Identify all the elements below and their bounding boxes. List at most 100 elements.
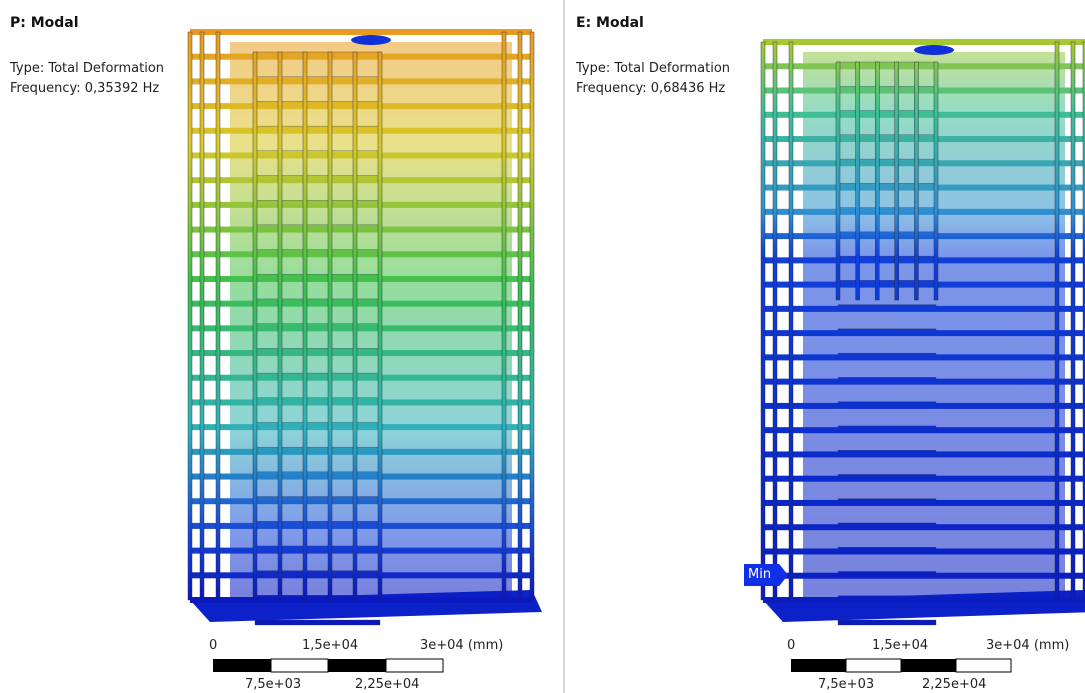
floor-slab [763, 572, 1085, 579]
floor-slab [763, 402, 1085, 409]
floor-slab [763, 548, 1085, 555]
scale-segment [955, 658, 1012, 673]
panel-title: P: Modal [10, 15, 79, 31]
column [875, 61, 880, 301]
floor-slab [190, 522, 532, 529]
column [517, 31, 523, 601]
column [327, 51, 333, 601]
scale-label: 1,5e+04 [302, 638, 359, 653]
column [187, 31, 193, 601]
panel-title: E: Modal [576, 15, 644, 31]
floor-slab [763, 63, 1085, 70]
result-type: Type: Total Deformation [10, 61, 165, 76]
column [352, 51, 358, 601]
divider [563, 0, 565, 693]
floor-slab [190, 572, 532, 579]
column [529, 31, 535, 601]
floor-slab [763, 330, 1085, 337]
building [760, 39, 1085, 626]
floor-slab [763, 524, 1085, 531]
floor-slab [763, 597, 1085, 603]
floor-slab [190, 275, 532, 282]
column [772, 41, 778, 601]
floor-slab [190, 374, 532, 381]
floor-slab [763, 184, 1085, 191]
column [894, 61, 899, 301]
scale-segment [845, 658, 902, 673]
column [377, 51, 383, 601]
floor-slab [190, 399, 532, 406]
floor-slab [763, 475, 1085, 482]
floor-slab [190, 53, 532, 60]
column [933, 61, 939, 301]
floor-slab [190, 325, 532, 332]
floor-slab [190, 251, 532, 258]
floor-slab [190, 547, 532, 554]
scale-label: 3e+04 (mm) [420, 638, 504, 653]
floor-slab [763, 354, 1085, 361]
column [302, 51, 308, 601]
column [1070, 41, 1076, 601]
column [1054, 41, 1060, 601]
floor-slab [190, 29, 532, 35]
frequency: Frequency: 0,35392 Hz [10, 81, 160, 96]
scale-label: 7,5e+03 [818, 677, 875, 692]
result-type: Type: Total Deformation [576, 61, 731, 76]
floor-slab [763, 427, 1085, 434]
column [914, 61, 919, 301]
floor-slab [190, 103, 532, 110]
floor-slab [763, 378, 1085, 385]
model-view [187, 29, 542, 673]
scale-segment [901, 659, 956, 672]
scale-label: 0 [787, 638, 796, 653]
floor-slab [190, 350, 532, 357]
floor-slab [190, 226, 532, 233]
model-view [760, 39, 1085, 673]
core-hole [914, 45, 954, 55]
building [187, 29, 542, 626]
result-panel: P: Modal Type: Total Deformation Frequen… [10, 15, 542, 692]
floor-slab [837, 619, 937, 626]
scale-label: 2,25e+04 [922, 677, 987, 692]
floor-slab [190, 127, 532, 134]
floor-slab [190, 498, 532, 505]
scale-segment [385, 658, 444, 673]
floor-slab [190, 473, 532, 480]
column [215, 31, 221, 601]
frequency: Frequency: 0,68436 Hz [576, 81, 726, 96]
floor-slab [190, 448, 532, 455]
floor-slab [763, 451, 1085, 458]
result-panel: E: Modal Type: Total Deformation Frequen… [566, 0, 1085, 693]
column [760, 41, 766, 601]
floor-slab [763, 233, 1085, 240]
column [252, 51, 258, 601]
floor-slab [190, 300, 532, 307]
scale-label: 7,5e+03 [245, 677, 302, 692]
floor-slab [763, 87, 1085, 94]
scale-segment [328, 659, 386, 672]
column [855, 61, 860, 301]
scale-label: 1,5e+04 [872, 638, 929, 653]
column [501, 31, 507, 601]
floor-slab [763, 257, 1085, 264]
column [1082, 41, 1085, 601]
floor-slab [763, 281, 1085, 288]
scale-segment [791, 659, 846, 672]
scale-label: 3e+04 (mm) [986, 638, 1070, 653]
floor-slab [254, 619, 381, 626]
scale-segment [270, 658, 329, 673]
column [835, 61, 841, 301]
floor-slab [763, 160, 1085, 167]
column [199, 31, 205, 601]
floor-slab [190, 597, 532, 603]
floor-slab [763, 136, 1085, 143]
floor-slab [190, 78, 532, 85]
floor-slab [190, 201, 532, 208]
scale-label: 2,25e+04 [355, 677, 420, 692]
min-marker: Min [744, 564, 788, 586]
column [277, 51, 283, 601]
core [230, 42, 512, 600]
scale-segment [213, 659, 271, 672]
scale-label: 0 [209, 638, 218, 653]
